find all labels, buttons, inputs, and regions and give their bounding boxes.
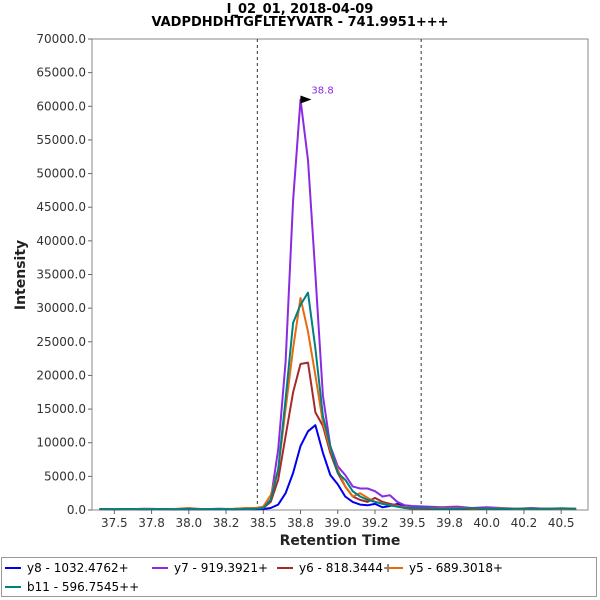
x-tick-label: 39.8 [436,516,463,530]
y-tick-label: 20000.0 [36,368,86,382]
y-tick-label: 45000.0 [36,200,86,214]
y-tick-label: 0.0 [67,503,86,517]
x-tick-label: 38.0 [175,516,202,530]
y-tick-label: 5000.0 [44,469,86,483]
legend-swatch [152,567,168,569]
x-tick-label: 40.0 [473,516,500,530]
chart-title: I_02_01, 2018-04-09 [227,2,374,17]
legend: y8 - 1032.4762+ y7 - 919.3921+ y6 - 818.34… [1,557,597,597]
legend-label: y5 - 689.3018+ [409,561,504,575]
chromatogram-chart: I_02_01, 2018-04-09 VADPDHDHTGFLTEYVATR … [13,2,589,549]
x-tick-label: 40.5 [548,516,575,530]
peak-boundary-lines [256,39,422,510]
x-tick-label: 38.5 [250,516,277,530]
chart-subtitle: VADPDHDHTGFLTEYVATR - 741.9951+++ [151,15,448,30]
x-tick-label: 40.2 [511,516,538,530]
y-tick-label: 40000.0 [36,234,86,248]
legend-item: y8 - 1032.4762+ [5,561,129,575]
x-tick-label: 37.5 [101,516,128,530]
x-tick-label: 38.8 [287,516,314,530]
legend-swatch [5,586,21,588]
x-tick-label: 39.0 [324,516,351,530]
legend-item: y6 - 818.3444+ [277,561,393,575]
y-tick-label: 30000.0 [36,301,86,315]
legend-swatch [277,567,293,569]
y-tick-label: 65000.0 [36,66,86,80]
series-lines [99,98,577,511]
legend-item: y7 - 919.3921+ [152,561,268,575]
y-tick-label: 70000.0 [36,32,86,46]
y-tick-label: 55000.0 [36,133,86,147]
legend-item: b11 - 596.7545++ [5,580,139,594]
legend-label: y7 - 919.3921+ [174,561,269,575]
x-tick-label: 39.2 [362,516,389,530]
legend-label: y8 - 1032.4762+ [27,561,129,575]
x-tick-label: 39.5 [399,516,426,530]
y-axis: 0.0 5000.0 10000.0 15000.0 20000.0 25000.0 300… [36,32,92,517]
y-tick-label: 50000.0 [36,167,86,181]
peak-arrow-icon [300,95,312,104]
x-axis-label: Retention Time [280,533,401,549]
legend-label: b11 - 596.7545++ [27,580,140,594]
y-tick-label: 15000.0 [36,402,86,416]
peak-label: 38.8 [311,86,333,97]
x-axis: 37.5 37.8 38.0 38.2 38.5 38.8 39.0 39.2 39.5 39.8… [101,510,575,530]
legend-swatch [387,567,403,569]
plot-area [91,38,589,511]
y-tick-label: 60000.0 [36,99,86,113]
y-tick-label: 25000.0 [36,335,86,349]
x-tick-label: 38.2 [213,516,240,530]
y-axis-label: Intensity [13,240,29,310]
series-line [99,291,577,511]
peak-annotation: 38.8 [300,86,334,104]
y-tick-label: 35000.0 [36,268,86,282]
x-tick-label: 37.8 [138,516,165,530]
y-tick-label: 10000.0 [36,436,86,450]
legend-swatch [5,567,21,569]
legend-item: y5 - 689.3018+ [387,561,503,575]
legend-label: y6 - 818.3444+ [299,561,394,575]
